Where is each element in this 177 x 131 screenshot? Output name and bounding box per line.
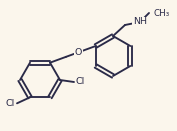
Text: NH: NH (133, 18, 147, 26)
Text: Cl: Cl (76, 78, 85, 86)
Text: CH₃: CH₃ (153, 9, 169, 18)
Text: Cl: Cl (6, 99, 15, 108)
Text: O: O (75, 48, 82, 57)
